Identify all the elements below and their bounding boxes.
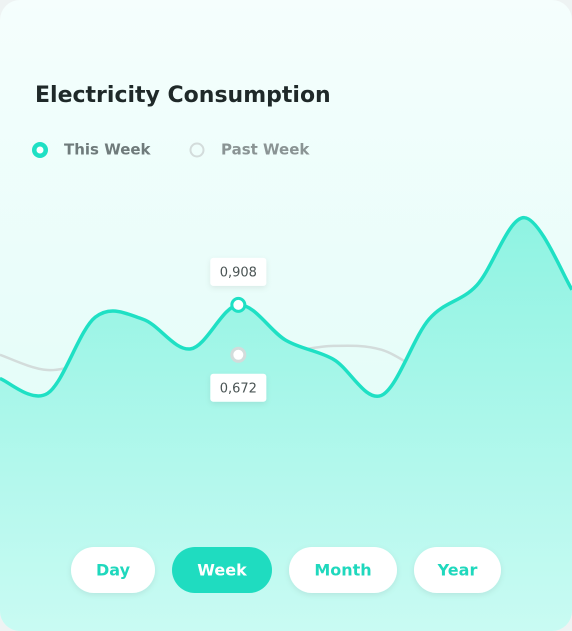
title: Electricity Consumption <box>35 83 331 108</box>
plot <box>0 215 572 631</box>
tooltip-label: 0,672 <box>220 381 257 396</box>
line <box>0 215 572 398</box>
point <box>230 346 247 363</box>
tab-label[interactable]: Day <box>96 561 131 580</box>
tooltip-box <box>210 257 267 286</box>
tabs: Day Week Month Year <box>71 547 501 593</box>
point <box>230 296 247 313</box>
tooltip-box <box>210 373 267 402</box>
tab-button[interactable] <box>414 547 501 593</box>
tab-button[interactable] <box>289 547 397 593</box>
tooltips: 0,908 0,672 <box>210 257 267 402</box>
tab-label[interactable]: Year <box>437 561 478 580</box>
tab-button[interactable] <box>172 547 272 593</box>
tab-label[interactable]: Week <box>197 561 247 580</box>
legend-label[interactable]: Past Week <box>221 141 310 159</box>
legend: This Week Past Week <box>32 141 310 159</box>
tab-button[interactable] <box>71 547 155 593</box>
tab-label[interactable]: Month <box>314 561 371 580</box>
tooltip-label: 0,908 <box>220 265 257 280</box>
legend-label[interactable]: This Week <box>64 141 152 159</box>
legend-marker[interactable] <box>189 142 205 158</box>
legend-marker-dot <box>36 146 44 154</box>
